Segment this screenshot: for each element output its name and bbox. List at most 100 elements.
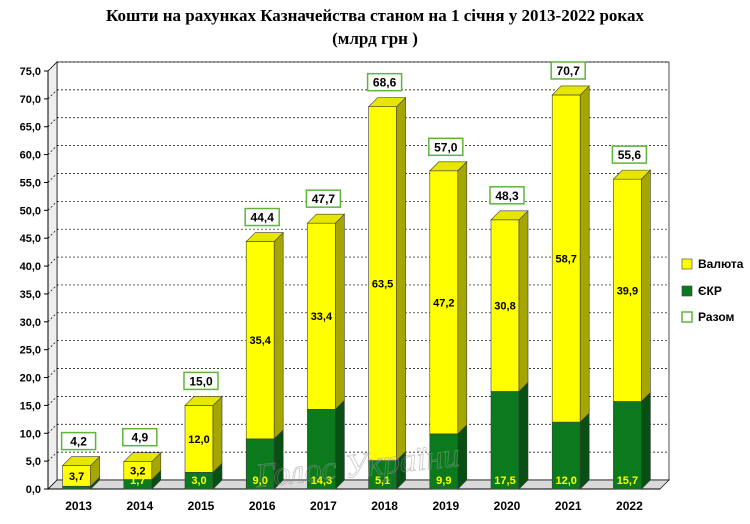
bar-top <box>429 161 468 172</box>
x-tick-label: 2018 <box>371 499 398 513</box>
bar-top <box>61 456 101 466</box>
legend-valiuta-label: Валюта <box>698 257 744 271</box>
chart-title-line2: (млрд грн ) <box>332 29 418 48</box>
legend-valiuta-swatch <box>681 258 693 270</box>
y-tick-label: 15,0 <box>20 400 41 412</box>
x-tick-label: 2016 <box>249 499 276 513</box>
bar-valiuta <box>307 213 345 411</box>
total-label-box <box>244 207 280 227</box>
x-tick-label: 2020 <box>494 499 521 513</box>
bar-valiuta <box>184 395 223 474</box>
y-tick-label: 5,0 <box>26 456 41 468</box>
legend-razom-swatch <box>681 311 693 323</box>
total-label-box <box>305 189 342 208</box>
y-tick-label: 40,0 <box>20 261 41 273</box>
legend-ekr-swatch <box>681 285 693 297</box>
bar-valiuta-side <box>457 161 468 435</box>
data-label-ekr: 15,7 <box>617 475 638 487</box>
total-label-box <box>611 145 648 164</box>
total-label-box <box>428 137 464 157</box>
bar-ekr-front <box>429 433 459 490</box>
legend: Валюта ЄКР Разом <box>681 257 744 324</box>
total-label: 15,0 <box>189 374 213 388</box>
x-tick-label: 2021 <box>555 499 582 513</box>
data-label-valiuta: 35,4 <box>249 335 271 347</box>
bar-valiuta-front <box>184 405 214 473</box>
bar-top <box>490 210 529 221</box>
x-tick-label: 2014 <box>126 499 153 513</box>
data-label-ekr: 14,3 <box>311 475 332 487</box>
y-tick-label: 10,0 <box>20 428 41 440</box>
bar-top <box>184 396 223 406</box>
bar-top <box>123 452 162 462</box>
bar-top <box>245 232 284 242</box>
bar-top <box>612 169 652 180</box>
bar-ekr-front <box>613 401 642 490</box>
total-label: 55,6 <box>618 148 642 162</box>
x-tick-label: 2015 <box>188 499 215 513</box>
chart-title-line1: Кошти на рахунках Казначейства станом на… <box>106 6 644 25</box>
y-tick-label: 60,0 <box>20 150 41 162</box>
bar-ekr-front <box>62 485 91 490</box>
bar-valiuta-side <box>641 169 651 403</box>
bar-valiuta-side <box>273 231 284 440</box>
total-label: 68,6 <box>373 76 397 90</box>
y-tick-label: 35,0 <box>20 289 41 301</box>
y-tick-label: 75,0 <box>20 66 41 78</box>
bar-ekr-side <box>579 412 590 490</box>
y-tick-label: 30,0 <box>20 317 41 329</box>
data-label-ekr: 3,0 <box>191 475 206 487</box>
x-tick-label: 2013 <box>65 499 92 513</box>
bar-valiuta-side <box>396 96 406 462</box>
bar-valiuta <box>551 85 590 423</box>
chart-title: Кошти на рахунках Казначейства станом на… <box>0 4 750 50</box>
data-label-ekr: 9,9 <box>436 475 451 487</box>
data-label-ekr: 1,7 <box>130 475 145 487</box>
bar-valiuta <box>368 96 406 462</box>
bar-ekr <box>368 450 406 490</box>
total-label: 47,7 <box>312 192 336 206</box>
plot-side-wall <box>47 61 58 490</box>
total-label: 4,9 <box>131 431 148 445</box>
data-label-ekr: 17,5 <box>494 475 515 487</box>
bar-ekr-side <box>518 381 529 490</box>
y-tick-label: 45,0 <box>20 233 41 245</box>
bar-valiuta-front <box>368 106 397 461</box>
total-label-box <box>366 72 403 92</box>
total-label-box <box>122 427 158 447</box>
data-label-valiuta: 3,2 <box>130 466 145 478</box>
bar-valiuta <box>62 455 100 487</box>
y-tick-label: 25,0 <box>20 345 41 357</box>
data-label-valiuta: 3,7 <box>69 471 84 483</box>
data-label-ekr: 5,1 <box>375 475 390 487</box>
bar-ekr-side <box>641 391 651 490</box>
data-label-valiuta: 12,0 <box>188 434 209 446</box>
total-label-box <box>60 431 97 451</box>
bar-top <box>551 85 590 96</box>
total-label: 70,7 <box>557 64 581 78</box>
legend-razom: Разом <box>681 310 735 324</box>
bar-ekr <box>551 412 590 490</box>
data-label-valiuta: 33,4 <box>311 311 333 323</box>
y-tick-label: 20,0 <box>20 373 41 385</box>
bar-valiuta-front <box>429 170 459 435</box>
y-tick-label: 55,0 <box>20 177 41 189</box>
legend-ekr: ЄКР <box>681 284 722 298</box>
data-label-valiuta: 30,8 <box>494 301 515 313</box>
data-labels: 3,7 4,2 1,73,2 4,9 3,0 12,0 15,0 9,0 35,4 44,4 14,… <box>60 61 648 487</box>
bar-ekr <box>613 391 651 490</box>
bar-valiuta-side <box>212 395 223 474</box>
bar-valiuta <box>613 169 651 403</box>
bar-ekr-front <box>245 438 275 490</box>
total-label: 4,2 <box>70 435 87 449</box>
y-tick-label: 70,0 <box>20 94 41 106</box>
data-label-valiuta: 47,2 <box>433 297 454 309</box>
total-label-box <box>183 371 219 391</box>
data-label-ekr: 12,0 <box>555 475 576 487</box>
total-label: 48,3 <box>495 189 519 203</box>
data-label-valiuta: 63,5 <box>372 279 393 291</box>
bar-top <box>367 97 407 107</box>
bar-ekr <box>490 381 529 490</box>
bar-valiuta-side <box>579 85 590 423</box>
